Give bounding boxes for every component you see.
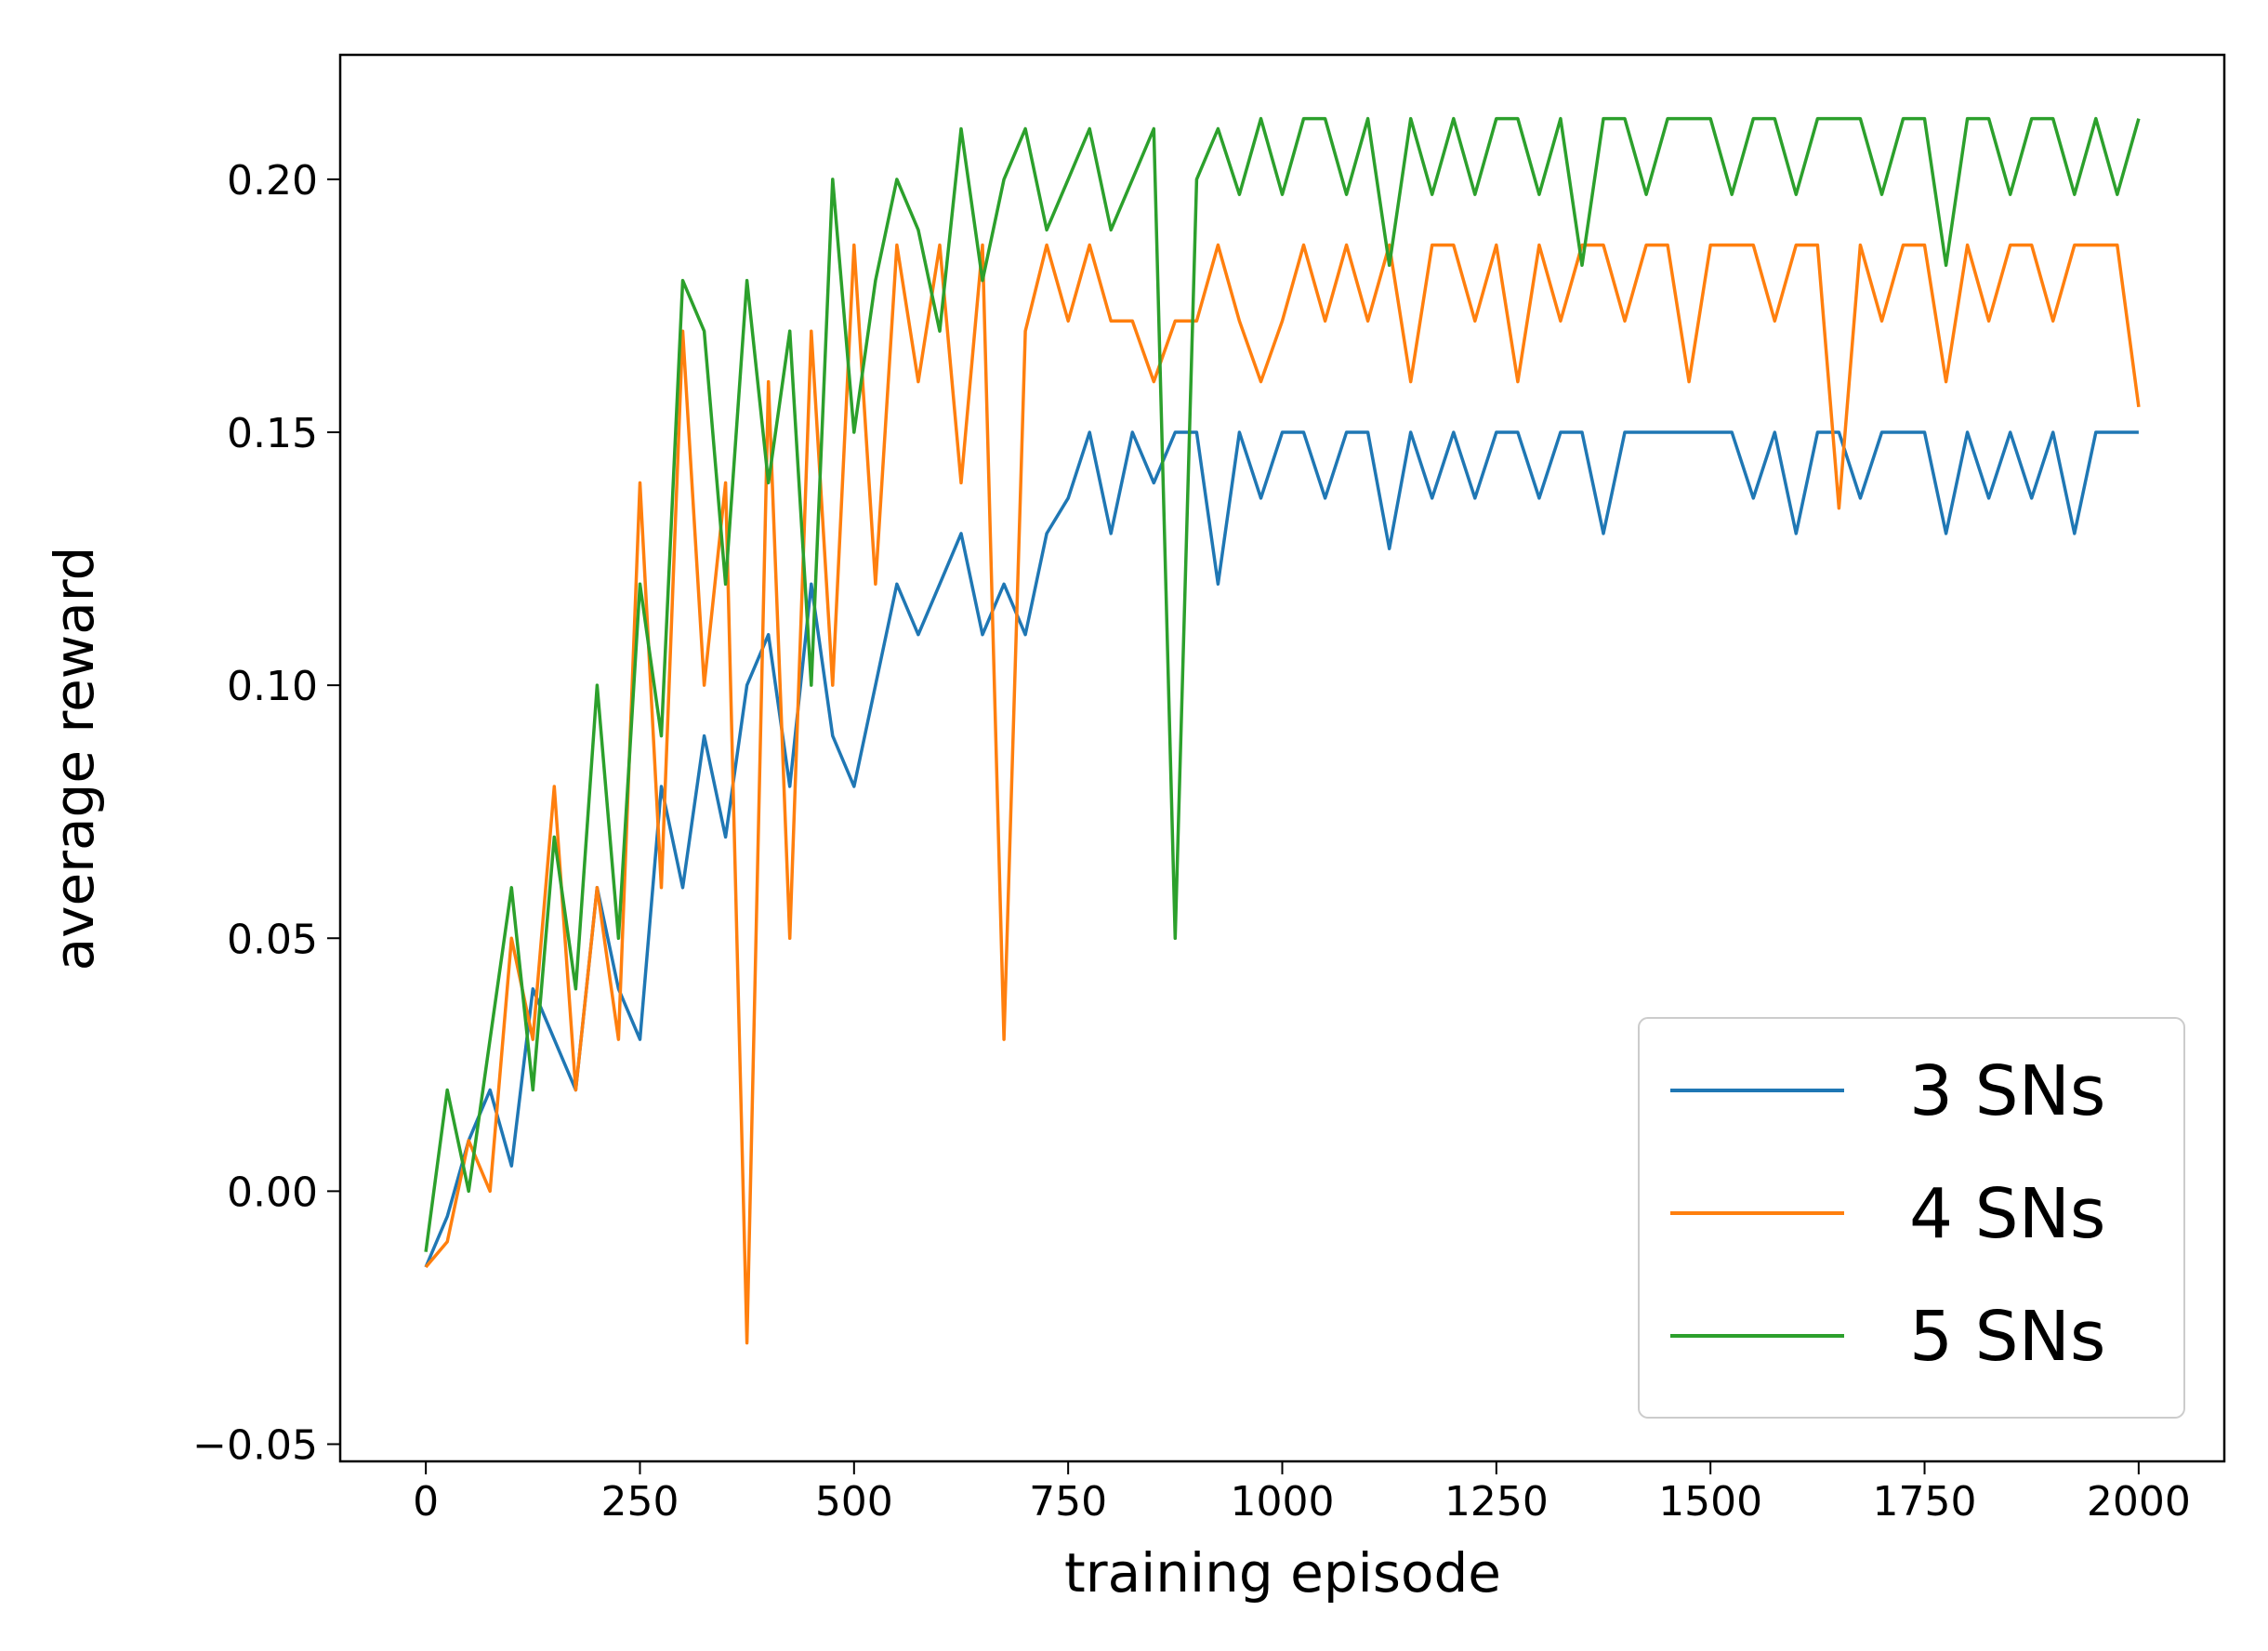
x-tick-label: 0: [413, 1478, 439, 1526]
y-axis-label: average reward: [43, 547, 106, 971]
x-tick-label: 250: [600, 1478, 679, 1526]
x-tick-label: 2000: [2087, 1478, 2191, 1526]
x-tick-label: 1750: [1873, 1478, 1977, 1526]
data-line: [424, 243, 2141, 1345]
plot-frame: [338, 53, 2226, 1463]
legend-label: 3 SNs: [1909, 1051, 2106, 1131]
x-tick-label: 1500: [1658, 1478, 1762, 1526]
y-tick-label: 0.05: [227, 916, 318, 963]
x-tick-label: 500: [815, 1478, 893, 1526]
y-tick-label: 0.20: [227, 157, 318, 205]
data-line: [424, 116, 2141, 1252]
y-tick-label: 0.00: [227, 1169, 318, 1216]
y-tick-label: 0.15: [227, 410, 318, 457]
legend-label: 5 SNs: [1909, 1297, 2106, 1377]
x-tick-label: 750: [1029, 1478, 1107, 1526]
legend-label: 4 SNs: [1909, 1174, 2106, 1254]
y-tick-label: −0.05: [192, 1421, 318, 1469]
x-tick-label: 1250: [1444, 1478, 1549, 1526]
x-tick-label: 1000: [1231, 1478, 1335, 1526]
x-axis-label: training episode: [1064, 1541, 1501, 1605]
data-line: [424, 430, 2139, 1268]
legend-box: [1638, 1017, 2185, 1419]
y-tick-label: 0.10: [227, 663, 318, 710]
